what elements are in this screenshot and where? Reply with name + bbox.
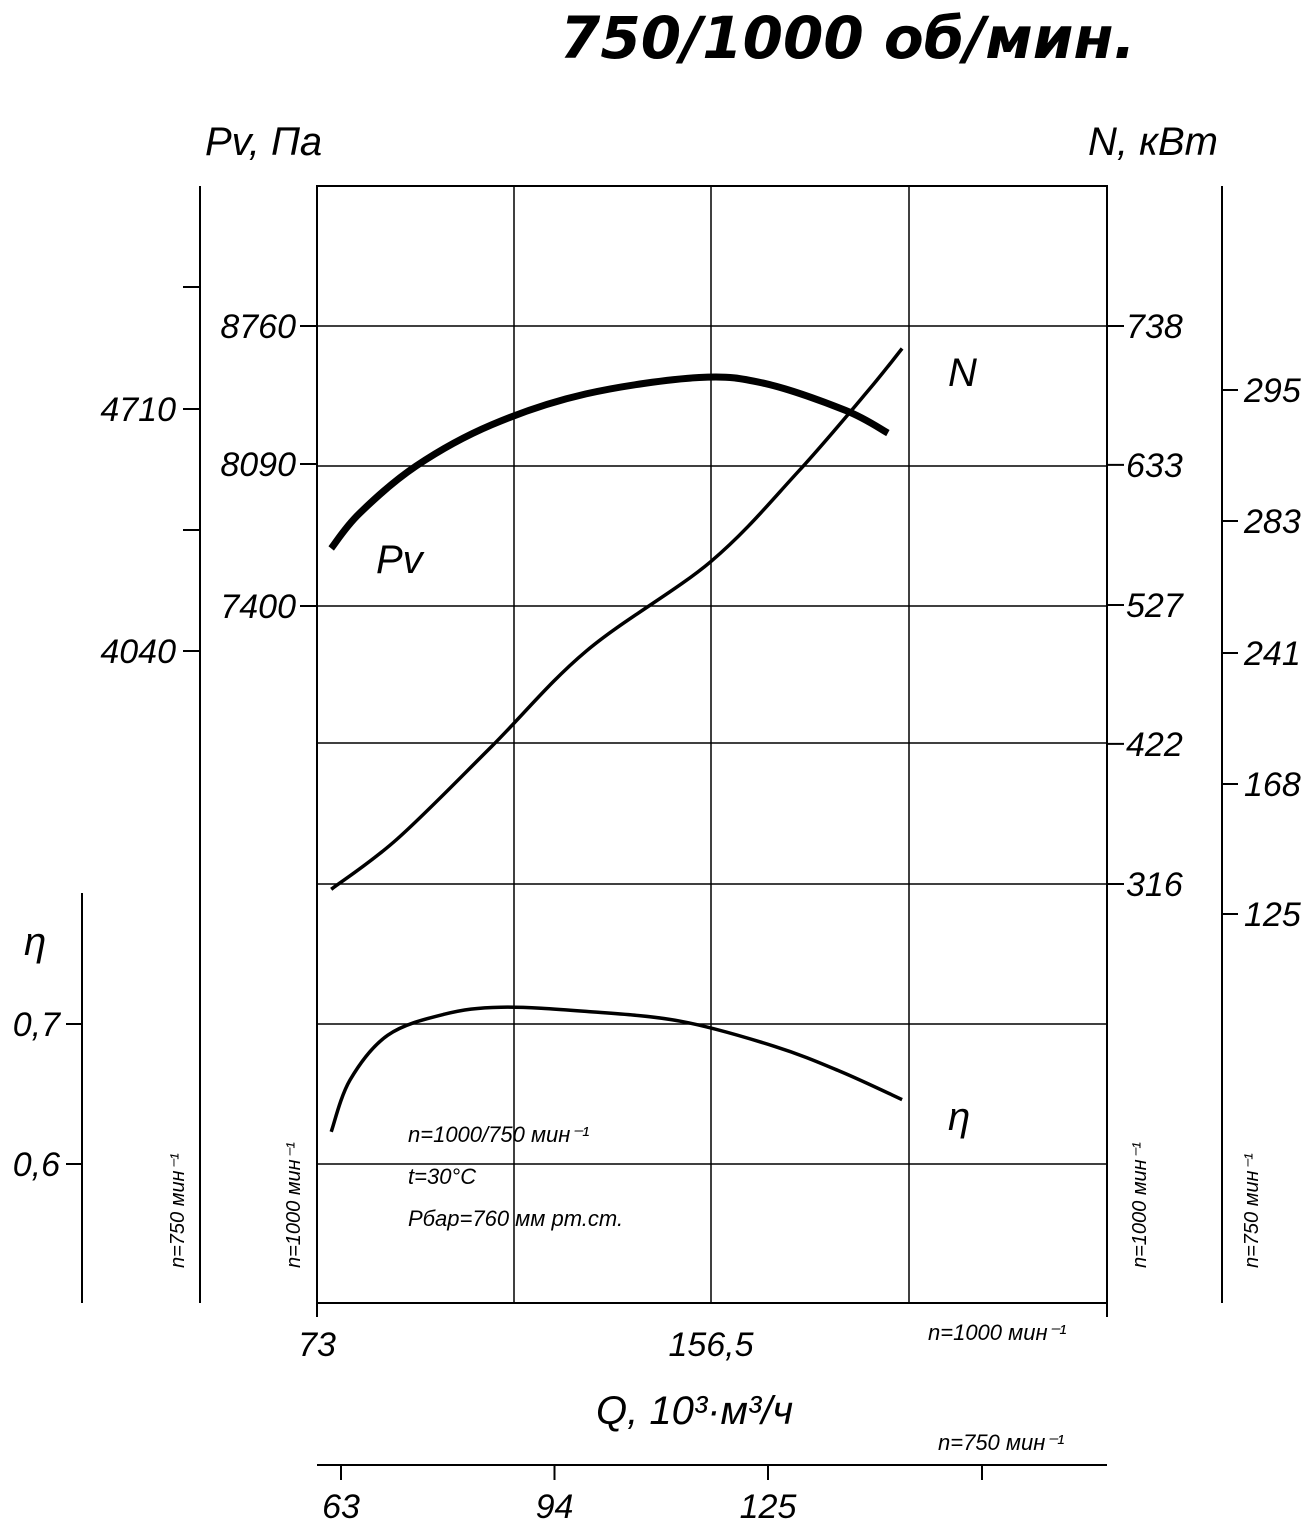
x-1000-tick-label-156.5: 156,5: [668, 1326, 753, 1364]
annotation-speed: n=1000/750 мин⁻¹: [408, 1122, 589, 1147]
annotation-temperature: t=30°C: [408, 1164, 476, 1189]
n-1000-tick-label-527: 527: [1126, 587, 1184, 625]
x-750-tick-label-63: 63: [322, 1488, 360, 1526]
n-1000-tick-label-422: 422: [1126, 726, 1183, 764]
annotation-pressure: Pбар=760 мм рт.ст.: [408, 1206, 623, 1231]
n-1000-speed-label: n=1000 мин⁻¹: [1129, 1142, 1151, 1268]
x-750-tick-label-94: 94: [536, 1488, 574, 1526]
x-1000-speed-label: n=1000 мин⁻¹: [928, 1320, 1067, 1345]
n-1000-tick-label-633: 633: [1126, 447, 1183, 485]
series-label-n: N: [948, 351, 977, 395]
n-750-tick-label-241: 241: [1243, 635, 1301, 673]
pv-curve: [328, 373, 890, 551]
tick-labels: 8760 8090 7400 4710 4040 0,7 0,6 738 633 527 422 31…: [13, 308, 1301, 1526]
efficiency-curve: [329, 1005, 903, 1133]
pv-750-tick-label-4040: 4040: [100, 633, 176, 671]
n-1000-tick-label-738: 738: [1126, 308, 1183, 346]
n-750-tick-label-283: 283: [1243, 503, 1301, 541]
pv-1000-tick-label-8090: 8090: [220, 446, 296, 484]
eta-tick-label-0.7: 0,7: [13, 1006, 61, 1044]
pv-750-tick-label-4710: 4710: [100, 391, 176, 429]
power-curve: [330, 347, 904, 891]
pv-1000-speed-label: n=1000 мин⁻¹: [283, 1142, 305, 1268]
series-label-pv: Pv: [376, 538, 425, 582]
n-750-tick-label-295: 295: [1243, 372, 1301, 410]
secondary-axes: [66, 186, 1238, 1480]
n-1000-tick-label-316: 316: [1126, 866, 1183, 904]
series-label-eta: η: [948, 1095, 970, 1139]
x-750-tick-label-125: 125: [740, 1488, 797, 1526]
x-1000-tick-label-73: 73: [298, 1326, 336, 1364]
pv-1000-tick-label-8760: 8760: [220, 308, 296, 346]
performance-curves: [328, 347, 904, 1133]
chart-title: 750/1000 об/мин.: [560, 4, 1136, 72]
n-750-tick-label-125: 125: [1244, 896, 1301, 934]
pv-1000-tick-label-7400: 7400: [220, 588, 296, 626]
x-750-speed-label: n=750 мин⁻¹: [938, 1430, 1064, 1455]
n-axis-unit: N, кВт: [1088, 120, 1218, 164]
plot-grid: [316, 185, 1108, 1304]
n-750-tick-label-168: 168: [1244, 766, 1301, 804]
pv-750-speed-label: n=750 мин⁻¹: [167, 1153, 189, 1268]
eta-tick-label-0.6: 0,6: [13, 1146, 60, 1184]
eta-axis-unit: η: [24, 920, 46, 964]
pv-axis-unit: Pv, Па: [205, 120, 322, 164]
n-750-speed-label: n=750 мин⁻¹: [1241, 1153, 1263, 1268]
x-axis-label: Q, 10³·м³/ч: [596, 1389, 793, 1433]
